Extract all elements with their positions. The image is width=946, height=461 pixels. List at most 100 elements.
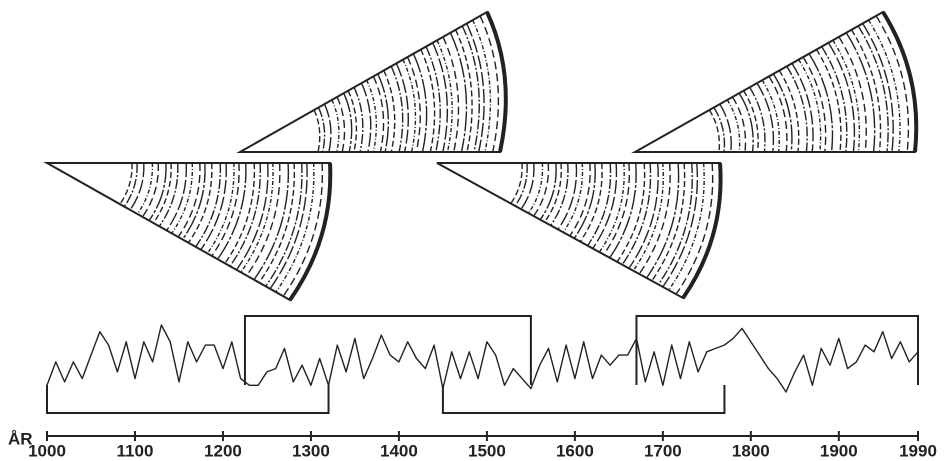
tree-ring: [838, 36, 867, 153]
x-tick-label: 1000: [28, 441, 66, 460]
span-bracket: [46, 385, 330, 414]
tree-ring: [786, 65, 808, 153]
tree-ring: [539, 162, 557, 221]
tree-ring: [119, 162, 133, 205]
tree-ring: [343, 92, 353, 153]
tree-ring: [713, 107, 726, 153]
x-tick-label: 1400: [380, 441, 418, 460]
wedge-bark: [881, 10, 919, 153]
tree-ring: [638, 162, 671, 275]
tree-ring: [791, 63, 814, 153]
tree-ring: [761, 79, 780, 153]
tree-ring: [177, 162, 201, 238]
tree-ring: [395, 63, 409, 153]
tree-ring: [609, 162, 637, 259]
tree-ring: [217, 162, 247, 260]
tree-ring: [442, 36, 460, 153]
span-bracket: [441, 385, 726, 414]
tree-ring: [454, 29, 473, 153]
tree-ring: [282, 162, 324, 297]
tree-ring: [772, 73, 793, 153]
tree-ring: [579, 162, 603, 242]
tree-ring: [275, 162, 315, 293]
ring-width-line: [46, 324, 919, 393]
x-tick-label: 1500: [468, 441, 506, 460]
tree-ring: [675, 162, 714, 295]
tree-ring: [598, 162, 625, 253]
tree-ring: [592, 162, 618, 249]
tree-ring: [632, 162, 664, 272]
tree-ring: [141, 162, 159, 218]
tree-ring: [850, 29, 882, 153]
tree-ring: [573, 162, 596, 239]
x-tick-label: 1990: [899, 441, 937, 460]
tree-ring: [211, 162, 240, 257]
tree-ring: [258, 162, 296, 284]
tree-ring: [621, 162, 652, 266]
tree-ring: [240, 162, 274, 273]
x-tick-label: 1900: [820, 441, 858, 460]
tree-ring: [628, 162, 659, 269]
tree-ring: [123, 162, 138, 208]
tree-ring: [472, 19, 492, 153]
tree-ring: [347, 90, 358, 153]
tree-ring: [756, 82, 775, 153]
tree-ring: [520, 162, 535, 210]
tree-ring: [798, 59, 822, 153]
tree-ring: [726, 99, 741, 153]
tree-ring: [372, 76, 385, 153]
wedge-bark: [681, 162, 723, 300]
tree-ring: [768, 76, 788, 153]
tree-ring: [802, 56, 827, 153]
tree-ring-wedges: [43, 10, 919, 302]
tree-ring: [246, 162, 281, 277]
tree-ring: [436, 40, 453, 153]
tree-ring: [412, 53, 428, 153]
tree-ring: [466, 23, 485, 153]
tree-ring: [562, 162, 584, 233]
tree-ring: [229, 162, 262, 267]
x-tick-label: 1100: [117, 441, 154, 460]
tree-ring: [195, 162, 222, 248]
tree-ring: [738, 92, 754, 153]
tree-ring: [479, 15, 500, 153]
wedge-bark: [485, 11, 508, 153]
tree-ring: [166, 162, 188, 231]
tree-ring: [377, 73, 389, 153]
tree-ring: [527, 162, 544, 214]
tree-ring: [646, 162, 680, 279]
tree-ring: [148, 162, 167, 221]
x-tick-label: 1600: [556, 441, 594, 460]
wedge-bark: [288, 162, 333, 302]
tree-ring: [827, 42, 856, 153]
tree-ring: [603, 162, 630, 255]
tree-ring: [224, 162, 256, 264]
tree-ring: [815, 49, 842, 153]
tree-ring: [743, 90, 759, 153]
tree-ring: [200, 162, 227, 251]
tree-ring: [182, 162, 206, 240]
x-tick-label: 1800: [732, 441, 770, 460]
x-axis-label: ÅR: [8, 429, 33, 448]
tree-ring: [657, 162, 693, 285]
tree-ring: [569, 162, 591, 237]
tree-ring: [821, 46, 848, 153]
tree-ring: [651, 162, 686, 282]
tree-ring: [544, 162, 562, 223]
tree-ring: [336, 96, 346, 153]
tree-ring: [265, 162, 303, 287]
tree-ring: [152, 162, 172, 224]
tree-ring: [171, 162, 194, 234]
tree-ring: [432, 42, 449, 153]
tree-ring: [550, 162, 569, 226]
x-tick-label: 1200: [204, 441, 242, 460]
tree-ring: [366, 79, 378, 153]
tree-ring: [235, 162, 269, 271]
tree-ring: [383, 70, 396, 153]
span-bracket: [243, 315, 532, 385]
tree-ring: [449, 32, 468, 153]
tree-ring: [868, 19, 901, 153]
tree-ring: [129, 162, 145, 211]
tree-ring: [360, 82, 372, 153]
